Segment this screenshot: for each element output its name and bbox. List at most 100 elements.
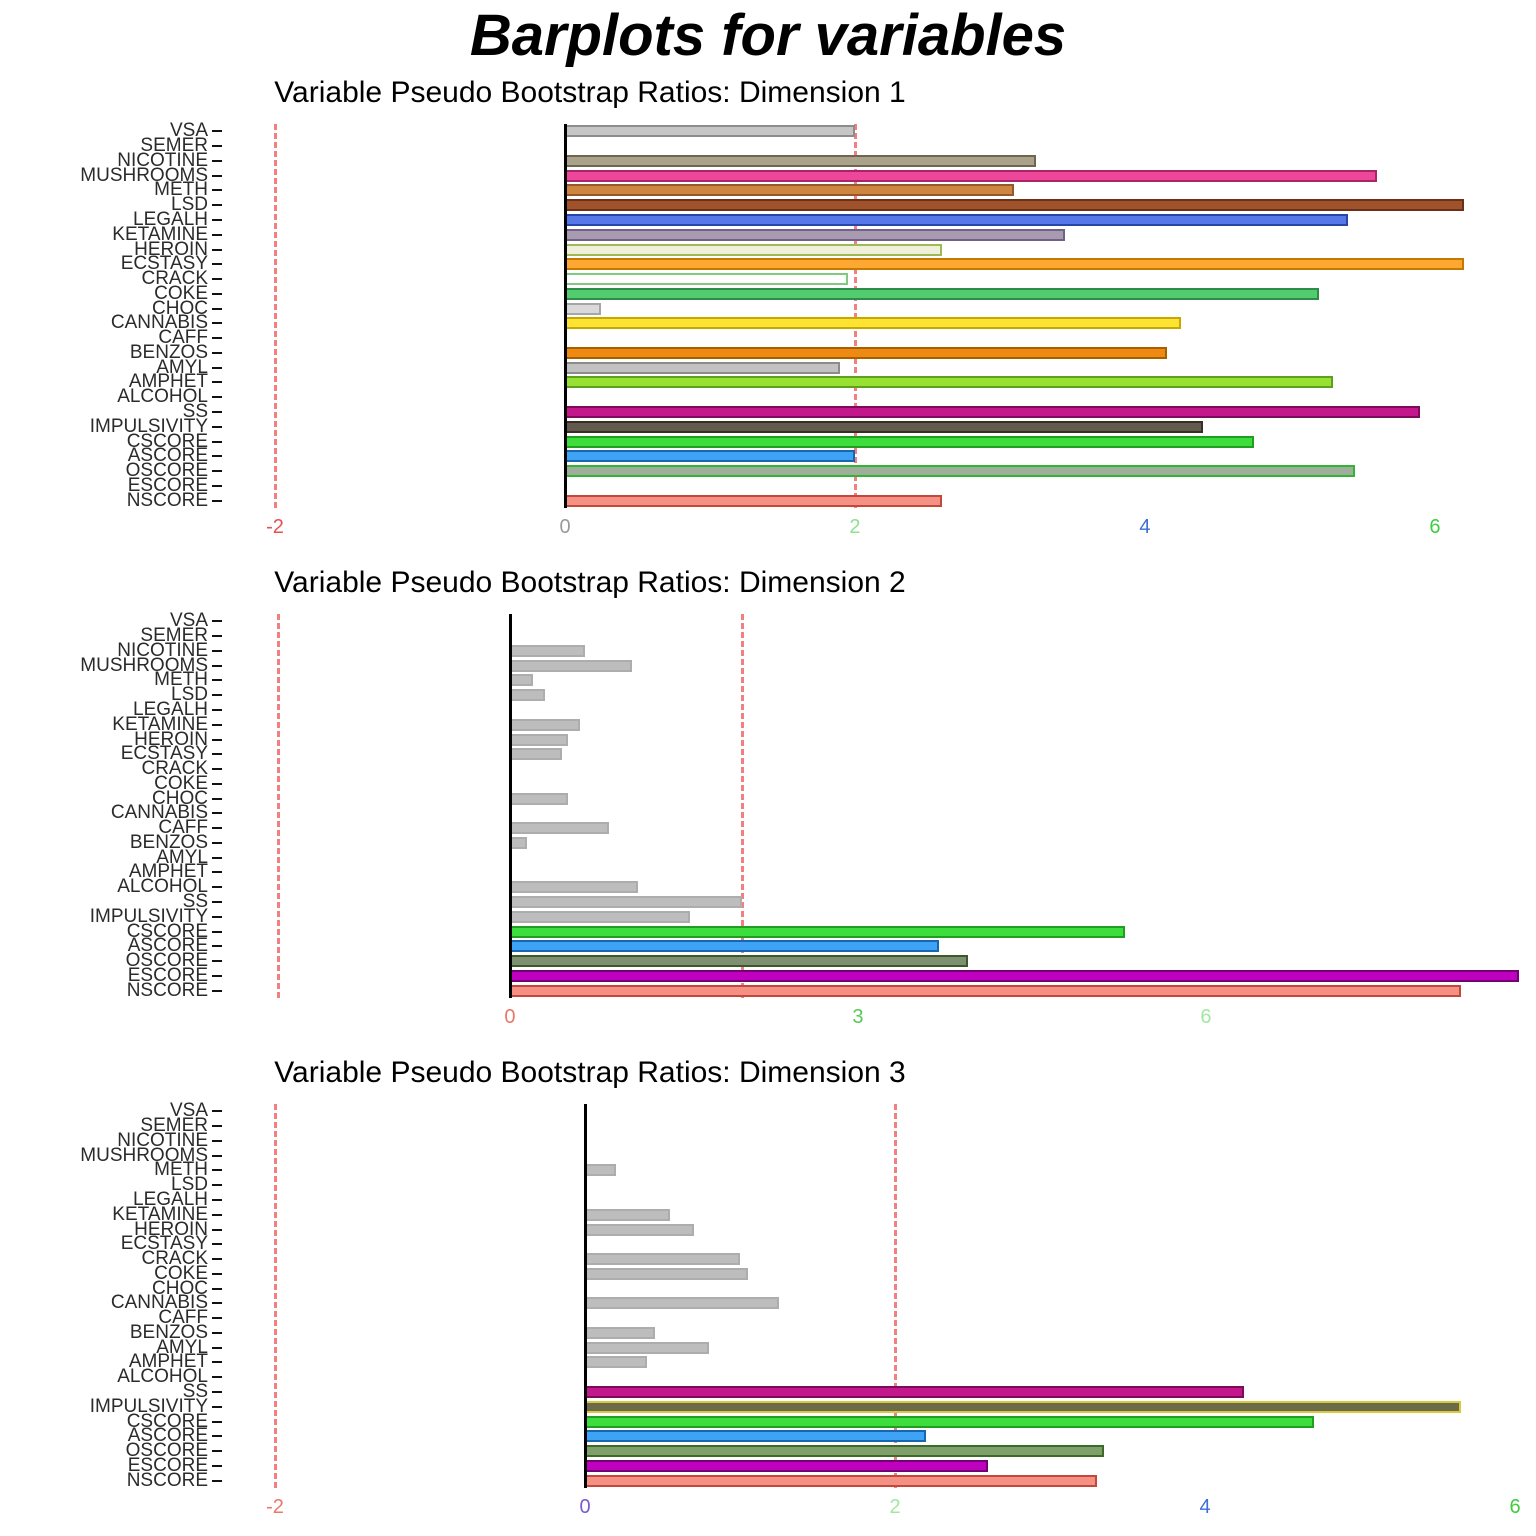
y-axis-tick [212,248,222,251]
y-axis-tick [212,886,222,889]
y-axis-label: CHOC [152,1277,208,1299]
bar-heroin [565,243,942,256]
bar-ecstasy [565,258,1464,271]
y-axis-label: HEROIN [134,238,208,260]
bar-nscore [565,494,942,507]
y-axis-label: BENZOS [129,341,208,363]
bar-nscore [585,1474,1097,1487]
y-axis-label: NICOTINE [117,149,208,171]
y-axis-tick [212,620,222,623]
y-axis-label: LEGALH [133,699,208,720]
y-axis-label: COKE [154,772,208,794]
y-axis-tick [212,1154,222,1157]
y-axis-tick [212,1125,222,1128]
y-axis-tick [212,307,222,310]
y-axis-tick [212,1391,222,1393]
y-axis-label: AMYL [156,846,208,868]
y-axis-label: CRACK [141,268,208,290]
x-tick-label: 3 [852,1006,864,1028]
y-axis-label: HEROIN [134,1218,208,1240]
y-axis-tick [212,856,222,859]
y-axis-tick [212,915,222,918]
y-axis-label: IMPULSIVITY [89,905,208,927]
y-axis-label: ECSTASY [120,253,208,275]
y-axis-label: ALCOHOL [117,876,208,898]
bar-oscore [565,465,1356,478]
x-tick-label: 4 [1139,516,1151,538]
x-tick-label: 0 [579,1496,591,1518]
y-axis-tick [212,440,222,443]
y-axis-tick [212,204,222,207]
y-axis-tick [212,1376,222,1379]
bar-impulsivity [585,1400,1461,1413]
y-axis-label: NICOTINE [117,639,208,661]
y-axis-label: METH [154,1159,208,1181]
bar-ecstasy [509,748,563,761]
threshold-line [740,614,744,998]
bar-ascore [585,1430,927,1443]
y-axis-tick [212,233,222,236]
y-axis-label: CAFF [158,327,208,349]
y-axis-tick [212,337,222,340]
y-axis-label: BENZOS [129,831,208,853]
bar-benzos [585,1326,655,1339]
y-axis-label: OSCORE [125,1440,208,1462]
chart-dimension-3: Variable Pseudo Bootstrap Ratios: Dimens… [0,1056,1536,1534]
x-tick-label: 6 [1429,516,1441,538]
y-axis-tick [212,470,222,473]
y-axis-tick [212,1213,222,1216]
y-axis-label: AMPHET [128,861,208,883]
bar-impulsivity [509,910,690,923]
y-axis-label: NSCORE [126,1469,208,1491]
y-axis-label: CHOC [152,787,208,809]
bar-mushrooms [509,659,632,672]
y-axis-label: IMPULSIVITY [89,1395,208,1417]
y-axis-label: MUSHROOMS [80,654,208,676]
bar-choc [509,792,568,805]
y-axis-tick [212,664,222,667]
bar-escore [509,969,1520,982]
y-axis-tick [212,1331,222,1334]
y-axis-tick [212,709,222,711]
bar-cscore [509,925,1125,938]
bar-mushrooms [565,169,1377,182]
y-axis-tick [212,1464,222,1467]
y-axis-tick [212,1479,222,1482]
y-axis-tick [212,159,222,162]
y-axis-label: METH [154,179,208,201]
x-tick-label: 2 [889,1496,901,1518]
y-axis-tick [212,411,222,413]
bar-escore [585,1459,989,1472]
y-axis-tick [212,723,222,726]
y-axis-tick [212,1302,222,1305]
y-axis-tick [212,1450,222,1453]
bar-ss [565,406,1421,418]
y-axis-tick [212,812,222,815]
y-axis-label: IMPULSIVITY [89,415,208,437]
bar-cscore [565,435,1254,448]
bar-cscore [585,1415,1314,1428]
y-axis-tick [212,1361,222,1364]
x-tick-label: 4 [1199,1496,1211,1518]
bar-lsd [565,199,1464,212]
bar-nicotine [565,154,1037,167]
y-axis-tick [212,396,222,399]
y-axis-tick [212,1287,222,1290]
y-axis-label: KETAMINE [112,713,208,735]
y-axis-tick [212,130,222,133]
threshold-line [274,124,278,508]
y-axis-label: CAFF [158,1307,208,1329]
y-axis-tick [212,484,222,487]
bar-amyl [565,361,841,374]
bar-oscore [509,955,969,968]
y-axis-tick [212,425,222,428]
y-axis-tick [212,189,222,192]
y-axis-label: AMYL [156,1336,208,1358]
y-axis-label: LSD [171,1174,208,1196]
y-axis-label: NSCORE [126,489,208,511]
y-axis-tick [212,1405,222,1408]
y-axis-label: HEROIN [134,728,208,750]
bar-oscore [585,1445,1105,1458]
y-axis-label: OSCORE [125,950,208,972]
y-axis-tick [212,1346,222,1349]
